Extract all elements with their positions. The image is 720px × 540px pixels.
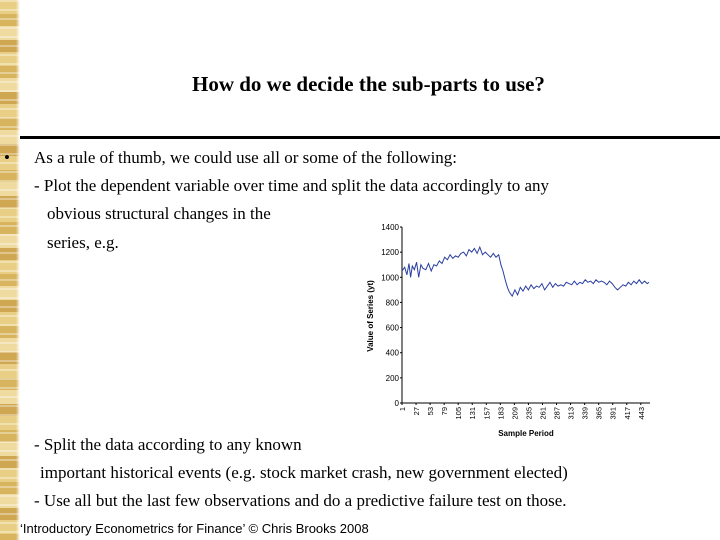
x-tick-label: 131 <box>468 407 477 420</box>
x-axis-label: Sample Period <box>498 429 554 438</box>
x-tick-label: 157 <box>482 407 491 420</box>
series-line <box>401 245 650 298</box>
x-tick-label: 1 <box>398 407 407 411</box>
x-tick-label: 27 <box>412 407 421 415</box>
x-tick-label: 79 <box>440 407 449 415</box>
text-line-2: - Plot the dependent variable over time … <box>34 176 550 195</box>
y-tick-label: 600 <box>386 324 400 333</box>
footer-citation: ‘Introductory Econometrics for Finance’ … <box>20 521 369 536</box>
text-line-6: important historical events (e.g. stock … <box>40 463 568 482</box>
y-axis-label: Value of Series (yt) <box>366 280 375 352</box>
y-tick-label: 1400 <box>381 223 399 232</box>
x-tick-label: 339 <box>581 407 590 420</box>
text-line-4: series, e.g. <box>47 233 119 252</box>
y-tick-label: 800 <box>386 298 400 307</box>
x-tick-label: 105 <box>454 407 463 420</box>
y-tick-label: 1000 <box>381 273 399 282</box>
y-tick-label: 0 <box>395 399 400 408</box>
x-tick-label: 391 <box>609 407 618 420</box>
x-tick-group: 1 27 53 79 105 131 157 183 209 235 261 287 313 339 365… <box>398 403 646 420</box>
text-line-7: - Use all but the last few observations … <box>34 491 567 510</box>
slide-title: How do we decide the sub-parts to use? <box>192 72 545 96</box>
series-group <box>401 245 650 298</box>
y-tick-group: 0 200 400 600 800 1000 1200 1400 <box>381 223 402 408</box>
x-tick-label: 53 <box>426 407 435 415</box>
text-line-3: obvious structural changes in the <box>47 204 271 223</box>
y-tick-label: 200 <box>386 374 400 383</box>
x-tick-label: 443 <box>637 407 646 420</box>
bullet-icon: • <box>4 148 10 167</box>
title-divider <box>20 136 720 139</box>
x-tick-label: 235 <box>524 407 533 420</box>
x-tick-label: 313 <box>567 407 576 420</box>
x-tick-label: 287 <box>553 407 562 420</box>
x-tick-label: 209 <box>510 407 519 420</box>
y-tick-label: 400 <box>386 349 400 358</box>
x-tick-label: 261 <box>538 407 547 420</box>
x-tick-label: 417 <box>623 407 632 420</box>
text-line-5: - Split the data according to any known <box>34 435 302 454</box>
x-tick-label: 365 <box>595 407 604 420</box>
text-line-1: As a rule of thumb, we could use all or … <box>34 148 458 167</box>
decorative-side-strip <box>0 0 20 540</box>
x-tick-label: 183 <box>496 407 505 420</box>
y-tick-label: 1200 <box>381 248 399 257</box>
